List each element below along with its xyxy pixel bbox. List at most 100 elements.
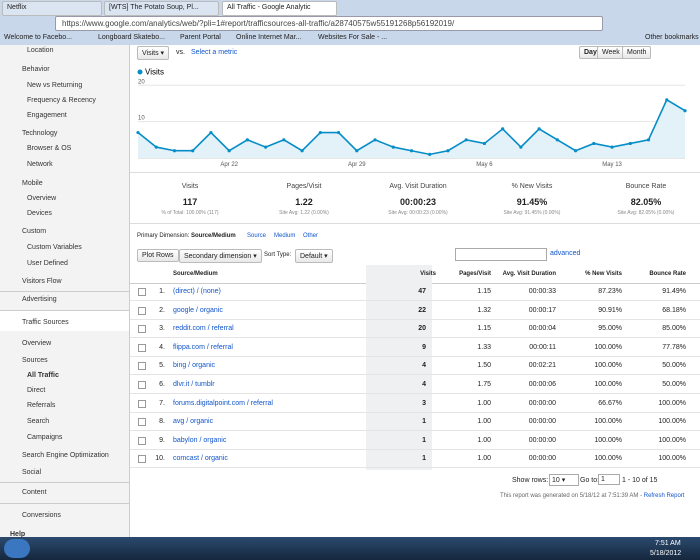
page-input[interactable]: 1	[598, 474, 620, 485]
nav-item[interactable]: Frequency & Recency	[27, 97, 96, 104]
nav-section[interactable]: Traffic Sources	[22, 319, 69, 326]
nav-item[interactable]: Browser & OS	[27, 145, 72, 152]
checkbox[interactable]	[138, 399, 146, 408]
bookmark[interactable]: Welcome to Facebo...	[4, 34, 72, 41]
source-link[interactable]: bing / organic	[173, 362, 216, 370]
column-header[interactable]: Avg. Visit Duration	[502, 271, 556, 277]
select-metric[interactable]: Select a metric	[191, 49, 238, 56]
column-header[interactable]: Visits	[420, 271, 436, 277]
dimension[interactable]: Other	[303, 233, 319, 239]
secondary-dimension[interactable]: Secondary dimension ▾	[179, 249, 262, 263]
source-link[interactable]: comcast / organic	[173, 455, 228, 463]
nav-group[interactable]: Social	[22, 469, 42, 476]
point	[172, 149, 177, 153]
nav-group[interactable]: Mobile	[22, 180, 43, 187]
nav-group[interactable]: Search Engine Optimization	[22, 452, 109, 459]
source-link[interactable]: avg / organic	[173, 418, 214, 426]
metric-value: 1.22	[295, 197, 313, 207]
plot-rows[interactable]: Plot Rows	[137, 249, 179, 262]
refresh[interactable]: Refresh Report	[643, 493, 685, 499]
nav-item[interactable]: Referrals	[27, 402, 56, 409]
nav-group[interactable]: Behavior	[22, 66, 50, 73]
cell: 00:00:33	[528, 288, 556, 295]
checkbox[interactable]	[138, 362, 146, 371]
cell: 00:00:00	[528, 455, 556, 463]
bookmark[interactable]: Websites For Sale - ...	[318, 34, 388, 41]
period-button[interactable]: Week	[597, 46, 625, 59]
bookmark[interactable]: Online Internet Mar...	[236, 34, 302, 41]
source-link[interactable]: (direct) / (none)	[173, 288, 221, 295]
period-button[interactable]: Day	[579, 46, 602, 59]
nav-item[interactable]: Overview	[27, 195, 57, 202]
point	[646, 138, 651, 142]
dimension[interactable]: Source/Medium	[191, 233, 236, 239]
tab[interactable]: Netflix	[2, 1, 102, 16]
checkbox[interactable]	[138, 288, 146, 296]
dimension[interactable]: Source	[247, 233, 267, 239]
nav-item[interactable]: Search	[27, 418, 50, 425]
nav-item[interactable]: Engagement	[27, 112, 67, 119]
nav-item[interactable]: Devices	[27, 210, 52, 217]
bookmark[interactable]: Parent Portal	[180, 34, 221, 41]
checkbox[interactable]	[138, 306, 146, 315]
bookmark[interactable]: Longboard Skatebo...	[98, 34, 165, 41]
search-box[interactable]	[455, 248, 547, 261]
nav-item[interactable]: Campaigns	[27, 434, 63, 441]
bookmark[interactable]: Other bookmarks	[645, 34, 699, 41]
cell: 91.49%	[662, 288, 686, 295]
source-link[interactable]: forums.digitalpoint.com / referral	[173, 399, 273, 407]
nav-item[interactable]: User Defined	[27, 260, 68, 267]
cell: 1	[422, 436, 426, 444]
metric-sub: Site Avg: 00:00:23 (0.00%)	[388, 210, 448, 216]
tab[interactable]: [WTS] The Potato Soup, Pl...	[104, 1, 219, 16]
row-index: 3.	[159, 325, 165, 333]
source-link[interactable]: babylon / organic	[173, 436, 227, 444]
dimension[interactable]: Medium	[274, 233, 296, 239]
nav-item[interactable]: Network	[27, 161, 53, 168]
x-tick-label: Apr 29	[348, 162, 366, 168]
point	[245, 138, 249, 142]
nav-item[interactable]: Visitors Flow	[22, 278, 62, 285]
address-bar[interactable]: https://www.google.com/analytics/web/?pl…	[55, 16, 603, 31]
source-link[interactable]: flippa.com / referral	[173, 343, 233, 351]
column-header[interactable]: Pages/Visit	[459, 271, 491, 277]
nav-item-selected[interactable]: All Traffic	[27, 372, 59, 379]
point	[336, 130, 341, 135]
nav-section[interactable]: Help	[10, 531, 26, 538]
source-link[interactable]: google / organic	[173, 306, 223, 314]
point	[537, 127, 541, 131]
nav-item[interactable]: New vs Returning	[27, 82, 83, 89]
metric-label: Pages/Visit	[286, 183, 322, 190]
nav-section[interactable]: Content	[22, 489, 47, 496]
source-link[interactable]: dlvr.it / tumblr	[173, 381, 215, 388]
column-header[interactable]: Source/Medium	[173, 271, 218, 277]
advanced[interactable]: advanced	[550, 250, 581, 257]
nav-group[interactable]: Technology	[22, 130, 58, 137]
metric-select[interactable]: Visits ▾	[137, 46, 170, 60]
cell: 1.50	[477, 362, 491, 370]
sidebar: Location Behavior New vs Returning Frequ…	[0, 45, 130, 538]
nav-section[interactable]: Advertising	[22, 296, 57, 303]
nav-group[interactable]: Sources	[22, 357, 48, 364]
nav-item[interactable]: Overview	[22, 340, 52, 347]
start-button[interactable]	[4, 539, 30, 558]
nav-item[interactable]: Location	[27, 47, 54, 54]
nav-item[interactable]: Direct	[27, 387, 46, 394]
checkbox[interactable]	[138, 343, 146, 352]
nav-group[interactable]: Custom	[22, 228, 47, 235]
checkbox[interactable]	[138, 436, 146, 445]
column-header[interactable]: Bounce Rate	[649, 271, 686, 277]
nav-section[interactable]: Conversions	[22, 512, 61, 519]
source-link[interactable]: reddit.com / referral	[173, 325, 234, 333]
period-button[interactable]: Month	[622, 46, 652, 59]
point	[409, 149, 414, 153]
checkbox[interactable]	[138, 455, 146, 464]
column-header[interactable]: % New Visits	[585, 271, 622, 277]
nav-item[interactable]: Custom Variables	[27, 244, 82, 251]
tab[interactable]: All Traffic - Google Analytic	[222, 1, 337, 16]
sort-select[interactable]: Default ▾	[295, 249, 333, 263]
checkbox[interactable]	[138, 325, 146, 334]
checkbox[interactable]	[138, 418, 146, 427]
rows-select[interactable]: 10 ▾	[549, 474, 579, 486]
checkbox[interactable]	[138, 381, 146, 389]
